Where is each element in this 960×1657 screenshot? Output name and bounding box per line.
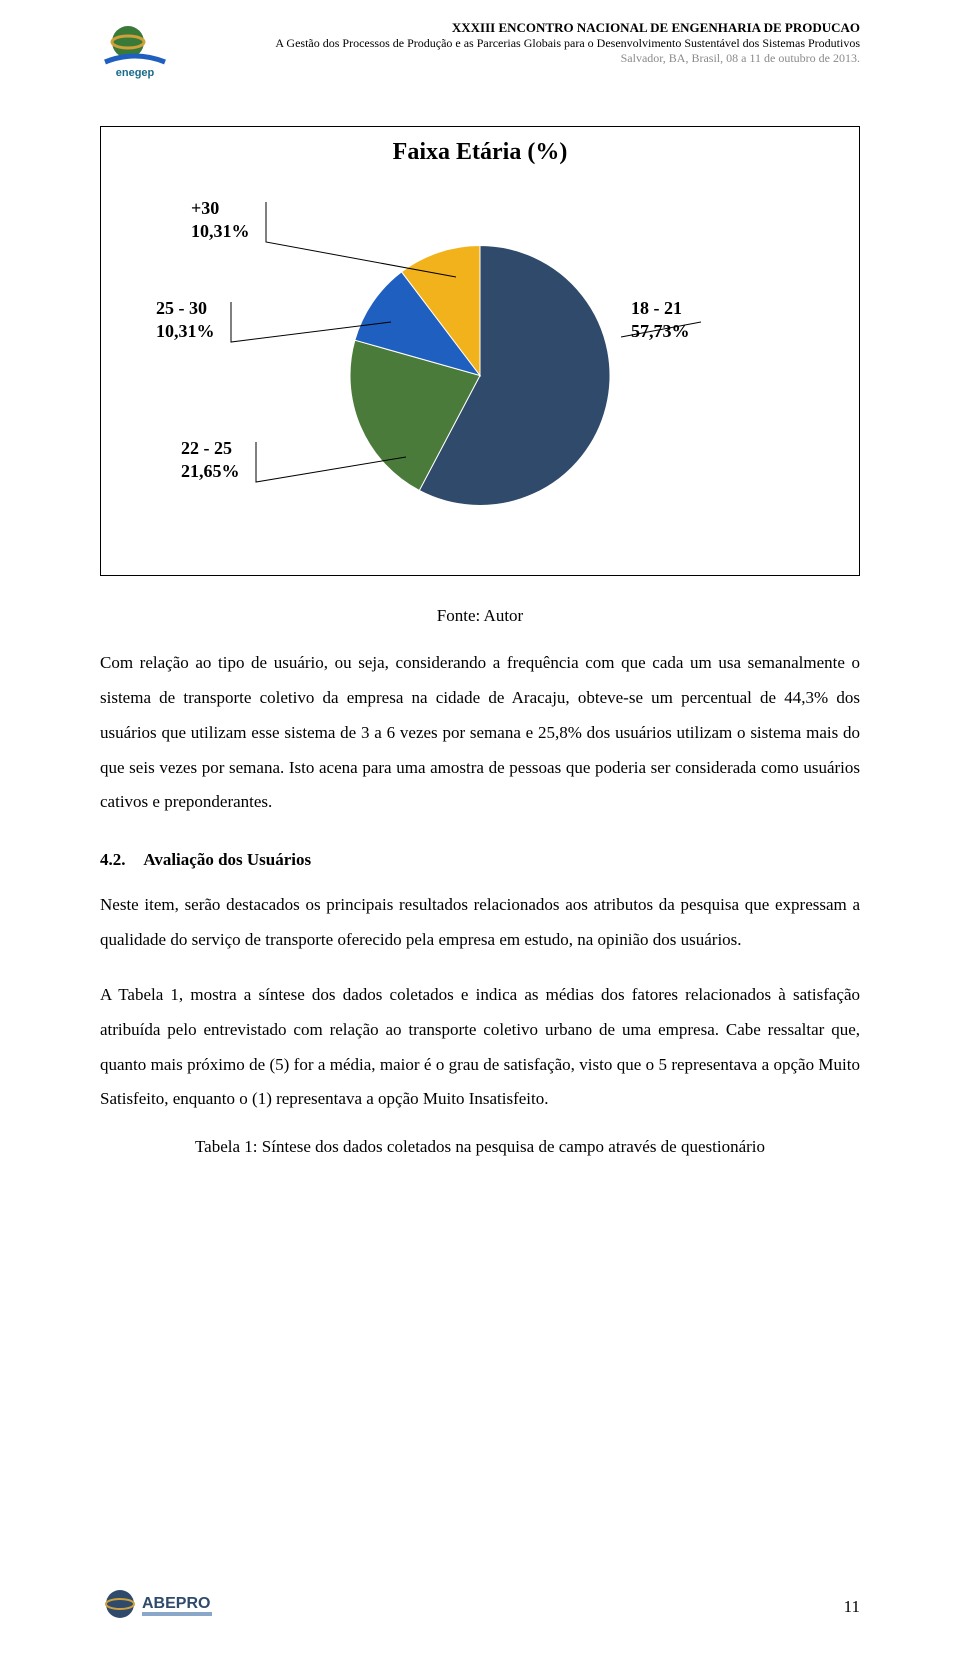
header-text-block: XXXIII ENCONTRO NACIONAL DE ENGENHARIA D… bbox=[180, 20, 860, 66]
section-number: 4.2. bbox=[100, 850, 140, 870]
pie-chart-box: Faixa Etária (%) 18 - 21 57,73% 22 - 25 … bbox=[100, 126, 860, 576]
pie-label-25-30: 25 - 30 10,31% bbox=[156, 297, 215, 342]
abepro-logo: ABEPRO bbox=[100, 1582, 220, 1637]
header-line-1: XXXIII ENCONTRO NACIONAL DE ENGENHARIA D… bbox=[180, 20, 860, 36]
chart-title: Faixa Etária (%) bbox=[101, 139, 859, 166]
enegep-logo: enegep bbox=[100, 20, 170, 80]
paragraph-1: Com relação ao tipo de usuário, ou seja,… bbox=[100, 646, 860, 820]
pie-chart bbox=[330, 225, 630, 530]
paragraph-3: A Tabela 1, mostra a síntese dos dados c… bbox=[100, 978, 860, 1117]
header-line-2: A Gestão dos Processos de Produção e as … bbox=[180, 36, 860, 51]
section-title: Avaliação dos Usuários bbox=[143, 850, 311, 869]
document-header: enegep XXXIII ENCONTRO NACIONAL DE ENGEN… bbox=[100, 20, 860, 86]
table-caption: Tabela 1: Síntese dos dados coletados na… bbox=[100, 1137, 860, 1157]
chart-source-caption: Fonte: Autor bbox=[100, 606, 860, 626]
globe-icon: enegep bbox=[100, 20, 170, 80]
page: enegep XXXIII ENCONTRO NACIONAL DE ENGEN… bbox=[0, 0, 960, 1657]
pie-label-22-25: 22 - 25 21,65% bbox=[181, 437, 240, 482]
svg-text:enegep: enegep bbox=[116, 67, 155, 79]
pie-label-30plus: +30 10,31% bbox=[191, 197, 250, 242]
header-line-3: Salvador, BA, Brasil, 08 a 11 de outubro… bbox=[180, 51, 860, 66]
pie-svg bbox=[330, 225, 630, 525]
section-heading: 4.2. Avaliação dos Usuários bbox=[100, 850, 860, 870]
paragraph-2: Neste item, serão destacados os principa… bbox=[100, 888, 860, 958]
pie-label-18-21: 18 - 21 57,73% bbox=[631, 297, 690, 342]
svg-text:ABEPRO: ABEPRO bbox=[142, 1595, 210, 1612]
page-number: 11 bbox=[844, 1597, 860, 1617]
abepro-logo-icon: ABEPRO bbox=[100, 1582, 220, 1632]
